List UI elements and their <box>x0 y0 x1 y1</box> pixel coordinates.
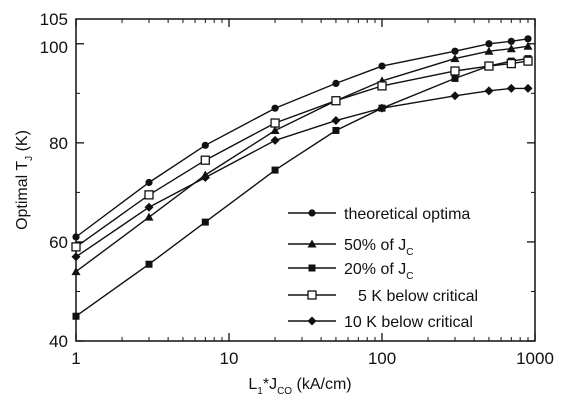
data-point-circle <box>72 233 80 241</box>
data-point-diamond <box>71 252 81 262</box>
filled-diamond-marker <box>307 316 317 326</box>
legend-label: theoretical optima <box>344 206 470 223</box>
legend-item-20-percent-jc: 20% of JC <box>288 261 414 282</box>
legend-label: 20% of JC <box>344 261 414 282</box>
filled-circle-marker <box>308 209 316 217</box>
legend-label: 10 K below critical <box>344 314 473 331</box>
legend-item-10k-below-critical: 10 K below critical <box>288 314 473 331</box>
data-point-triangle <box>484 46 494 55</box>
data-point-triangle <box>144 212 154 221</box>
data-point-open-square <box>523 56 533 66</box>
data-point-circle <box>485 40 493 48</box>
data-point-diamond <box>484 86 494 96</box>
data-point-open-square <box>270 118 280 128</box>
data-point-square <box>145 260 153 268</box>
series-markers <box>71 35 533 320</box>
data-point-open-square <box>377 81 387 91</box>
series-line <box>75 87 528 258</box>
data-point-open-square <box>71 242 81 252</box>
data-point-diamond <box>450 91 460 101</box>
data-point-circle <box>201 141 209 149</box>
x-tick-label: 1000 <box>516 349 554 368</box>
data-point-circle <box>507 37 515 45</box>
data-point-open-square <box>484 61 494 71</box>
data-point-square <box>72 312 80 320</box>
data-point-square <box>451 74 459 82</box>
open-square-marker <box>307 290 317 300</box>
x-axis-label: L1*JCO (kA/cm) <box>248 376 351 397</box>
y-tick-label: 60 <box>49 233 68 252</box>
data-point-diamond <box>523 83 533 93</box>
data-point-triangle <box>71 267 81 276</box>
data-point-open-square <box>331 96 341 106</box>
data-point-triangle <box>506 44 516 53</box>
data-point-open-square <box>200 155 210 165</box>
legend-label: 5 K below critical <box>358 288 478 305</box>
data-point-circle <box>451 47 459 55</box>
data-point-circle <box>524 35 532 43</box>
legend-item-5k-below-critical: 5 K below critical <box>288 288 478 305</box>
data-point-square <box>201 218 209 226</box>
data-point-triangle <box>523 41 533 50</box>
data-point-square <box>271 166 279 174</box>
legend-label: 50% of JC <box>344 237 414 258</box>
data-point-triangle <box>450 54 460 63</box>
plot-frame <box>75 18 536 342</box>
data-point-diamond <box>144 202 154 212</box>
x-tick-label: 10 <box>220 349 239 368</box>
x-tick-label: 1 <box>71 349 80 368</box>
series-line <box>75 57 529 317</box>
data-point-triangle <box>270 125 280 134</box>
data-point-diamond <box>270 135 280 145</box>
data-point-circle <box>378 62 386 70</box>
legend-item-theoretical-optima: theoretical optima <box>288 206 470 223</box>
data-point-circle <box>145 178 153 187</box>
series-line <box>75 60 529 248</box>
y-tick-label: 105 <box>40 10 68 29</box>
y-axis-label: Optimal TJ (K) <box>14 130 35 230</box>
data-point-open-square <box>506 58 516 69</box>
data-point-open-square <box>144 190 154 200</box>
y-tick-label: 80 <box>49 134 68 153</box>
filled-square-marker <box>308 264 316 272</box>
series-line <box>75 38 529 238</box>
data-point-circle <box>271 104 279 112</box>
data-point-diamond <box>200 173 210 183</box>
data-point-diamond <box>377 103 387 113</box>
data-point-diamond <box>331 116 341 126</box>
data-point-open-square <box>450 66 460 76</box>
series-line <box>75 45 529 273</box>
legend: theoretical optima 50% of JC 20% of JC 5… <box>288 206 478 331</box>
x-tick-label: 100 <box>368 349 396 368</box>
y-tick-label: 40 <box>49 332 68 351</box>
filled-triangle-marker <box>307 239 317 248</box>
data-point-circle <box>332 79 340 87</box>
y-tick-label: 100 <box>40 38 68 57</box>
data-point-diamond <box>506 83 516 93</box>
axis-tick-labels: 1 10 100 1000 40 60 80 100 105 <box>40 10 554 368</box>
data-point-square <box>332 126 340 134</box>
legend-item-50-percent-jc: 50% of JC <box>288 237 414 258</box>
series-lines <box>75 38 529 317</box>
